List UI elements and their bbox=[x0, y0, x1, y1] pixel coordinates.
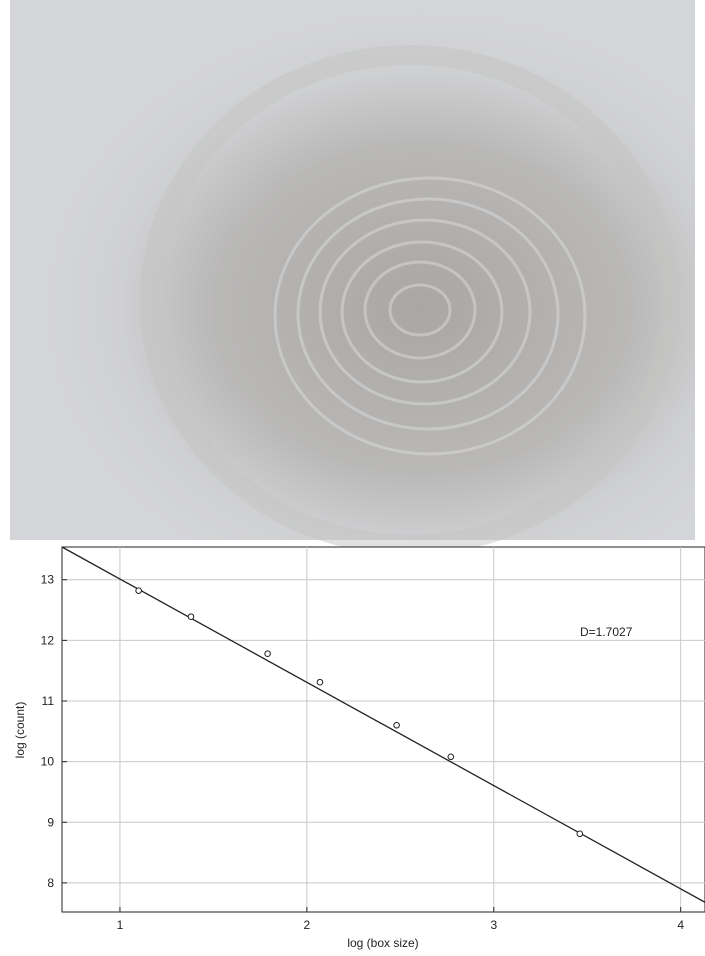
x-axis-label: log (box size) bbox=[347, 936, 418, 950]
data-point bbox=[187, 613, 195, 621]
y-axis-label: log (count) bbox=[13, 702, 27, 759]
x-tick-label: 4 bbox=[677, 918, 684, 932]
fit-line bbox=[61, 546, 705, 903]
y-tick-label: 13 bbox=[41, 573, 55, 587]
data-point bbox=[576, 830, 584, 838]
y-tick-label: 11 bbox=[42, 694, 55, 708]
y-tick-label: 9 bbox=[47, 815, 54, 829]
y-tick-label: 12 bbox=[41, 633, 55, 647]
data-point bbox=[447, 753, 455, 761]
plot-frame bbox=[61, 546, 705, 913]
annotation: D=1.7027 bbox=[580, 625, 633, 639]
data-point bbox=[393, 721, 400, 729]
x-tick-label: 3 bbox=[490, 918, 497, 932]
photo bbox=[10, 0, 695, 555]
x-tick-label: 1 bbox=[117, 918, 124, 932]
y-tick-label: 10 bbox=[41, 755, 55, 769]
x-tick-label: 2 bbox=[304, 918, 311, 932]
data-point bbox=[264, 650, 271, 658]
data-point bbox=[135, 587, 142, 594]
data-point bbox=[316, 678, 324, 686]
y-tick-label: 8 bbox=[47, 876, 54, 890]
